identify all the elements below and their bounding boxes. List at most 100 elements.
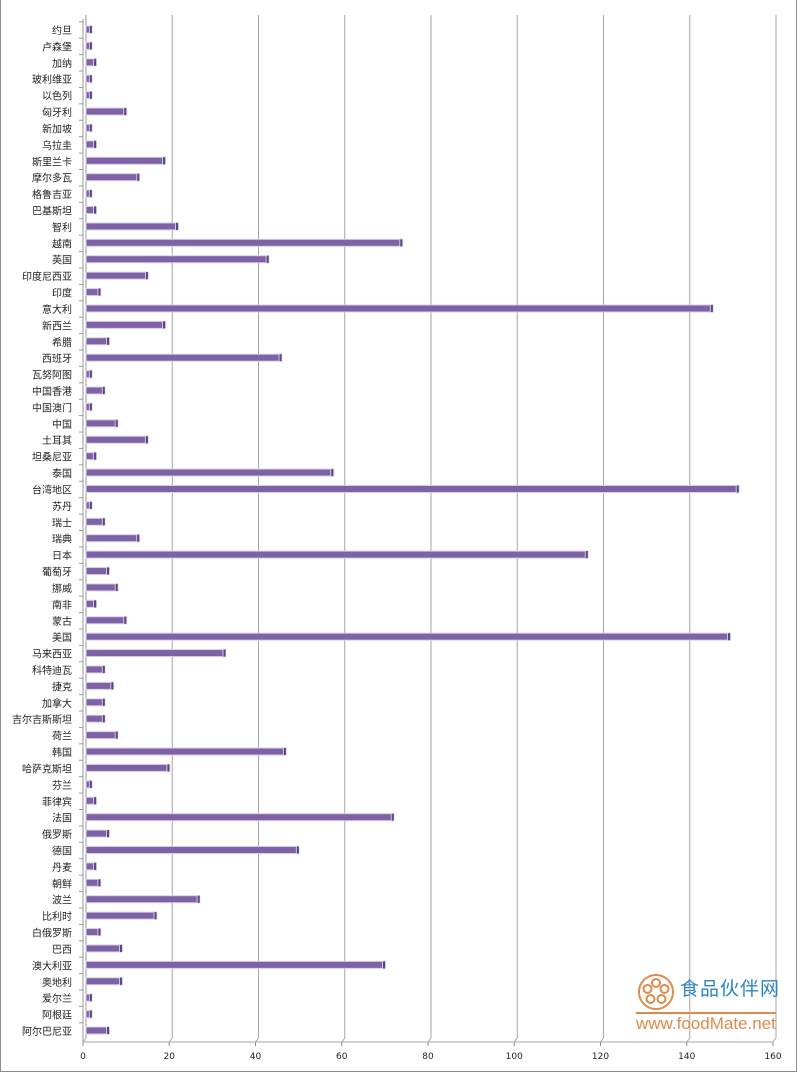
bar-end-cap <box>399 238 404 248</box>
bar-end-cap <box>222 648 227 658</box>
bar-end-cap <box>265 254 270 264</box>
category-label: 俄罗斯 <box>42 828 72 841</box>
bar-end-cap <box>123 107 128 116</box>
category-label: 菲律宾 <box>42 795 72 808</box>
bar-end-cap <box>166 763 171 773</box>
category-label: 荷兰 <box>52 730 72 743</box>
category-label: 吉尔吉斯斯坦 <box>12 713 72 726</box>
bar <box>85 288 100 297</box>
bar-end-cap <box>88 74 93 84</box>
bar-end-cap <box>709 304 714 313</box>
bar <box>85 616 126 625</box>
category-label: 波兰 <box>52 894 72 907</box>
bar-end-cap <box>175 222 179 231</box>
category-label: 新加坡 <box>42 122 72 135</box>
bar-end-cap <box>123 615 128 625</box>
category-label: 希腊 <box>52 336 72 349</box>
bar-end-cap <box>88 90 93 100</box>
bar-end-cap <box>101 517 106 527</box>
bar <box>85 977 121 986</box>
bar-end-cap <box>136 172 141 182</box>
flower-logo-icon <box>638 974 674 1010</box>
bar-end-cap <box>88 779 93 789</box>
bar-end-cap <box>727 632 731 642</box>
category-label: 朝鲜 <box>52 877 72 890</box>
bar-end-cap <box>282 747 287 756</box>
bar-end-cap <box>735 484 740 494</box>
bar <box>85 632 730 641</box>
category-label: 斯里兰卡 <box>32 155 72 168</box>
bar <box>85 304 712 313</box>
x-tick-label: 120 <box>592 1052 609 1062</box>
x-tick-label: 80 <box>422 1052 434 1062</box>
category-label: 土耳其 <box>42 434 72 447</box>
bar <box>85 714 104 723</box>
bar-end-cap <box>88 123 93 133</box>
category-label: 捷克 <box>52 680 72 693</box>
bar <box>85 845 298 854</box>
category-label: 马来西亚 <box>32 649 72 661</box>
category-label: 科特迪瓦 <box>32 664 72 677</box>
bar-end-cap <box>93 599 98 609</box>
category-label: 瓦努阿图 <box>32 369 72 382</box>
category-label: 巴基斯坦 <box>32 205 72 218</box>
category-label: 韩国 <box>52 746 72 759</box>
gridline-depth <box>427 1037 432 1043</box>
watermark-name: 食品伙伴网 <box>680 978 781 1000</box>
bar <box>85 271 147 280</box>
category-label: 南非 <box>52 598 72 611</box>
category-label: 摩尔多瓦 <box>32 172 72 185</box>
gridline-depth <box>513 1037 518 1043</box>
bar <box>85 829 109 838</box>
category-label: 格鲁吉亚 <box>32 188 72 201</box>
bar-end-cap <box>278 353 283 363</box>
category-label: 阿尔巴尼亚 <box>22 1025 72 1038</box>
bar-end-cap <box>88 993 93 1003</box>
bar-end-cap <box>97 878 102 888</box>
bar <box>85 386 104 395</box>
bar-end-cap <box>93 451 98 461</box>
bar-end-cap <box>97 927 102 937</box>
category-label: 法国 <box>52 812 72 825</box>
bar <box>85 928 100 937</box>
bar-end-cap <box>119 976 123 986</box>
bar-end-cap <box>106 1026 110 1035</box>
category-label: 蒙古 <box>52 615 72 628</box>
bar-end-cap <box>144 271 149 281</box>
gridline-depth <box>686 1037 691 1043</box>
bar-end-cap <box>114 418 119 428</box>
category-label: 印度 <box>52 287 72 300</box>
bar-end-cap <box>106 336 110 346</box>
bar <box>85 173 139 182</box>
category-label: 加拿大 <box>42 697 72 710</box>
bar <box>85 534 139 543</box>
bar <box>85 665 104 674</box>
category-label: 瑞士 <box>52 516 72 529</box>
bar <box>85 222 178 231</box>
bar <box>85 107 126 116</box>
bar <box>85 419 117 428</box>
bar <box>85 255 268 264</box>
x-tick-label: 100 <box>506 1052 523 1062</box>
bar-end-cap <box>390 812 395 822</box>
bar <box>85 944 121 953</box>
category-label: 匈牙利 <box>42 106 72 119</box>
category-label: 印度尼西亚 <box>22 270 72 283</box>
category-label: 哈萨克斯坦 <box>22 762 72 775</box>
category-label: 苏丹 <box>52 500 72 513</box>
category-label: 日本 <box>52 549 72 562</box>
category-label: 加纳 <box>52 57 72 70</box>
category-label: 越南 <box>52 237 72 250</box>
category-label: 瑞典 <box>52 533 72 546</box>
bar <box>85 567 109 576</box>
category-label: 挪威 <box>52 582 72 595</box>
bar <box>85 813 393 822</box>
bar <box>85 878 100 887</box>
bar <box>85 763 169 772</box>
bar <box>85 583 117 592</box>
category-label: 意大利 <box>42 303 72 316</box>
bar-end-cap <box>106 566 110 576</box>
category-label: 比利时 <box>42 911 72 923</box>
bar <box>85 960 385 969</box>
category-label: 以色列 <box>42 90 72 103</box>
